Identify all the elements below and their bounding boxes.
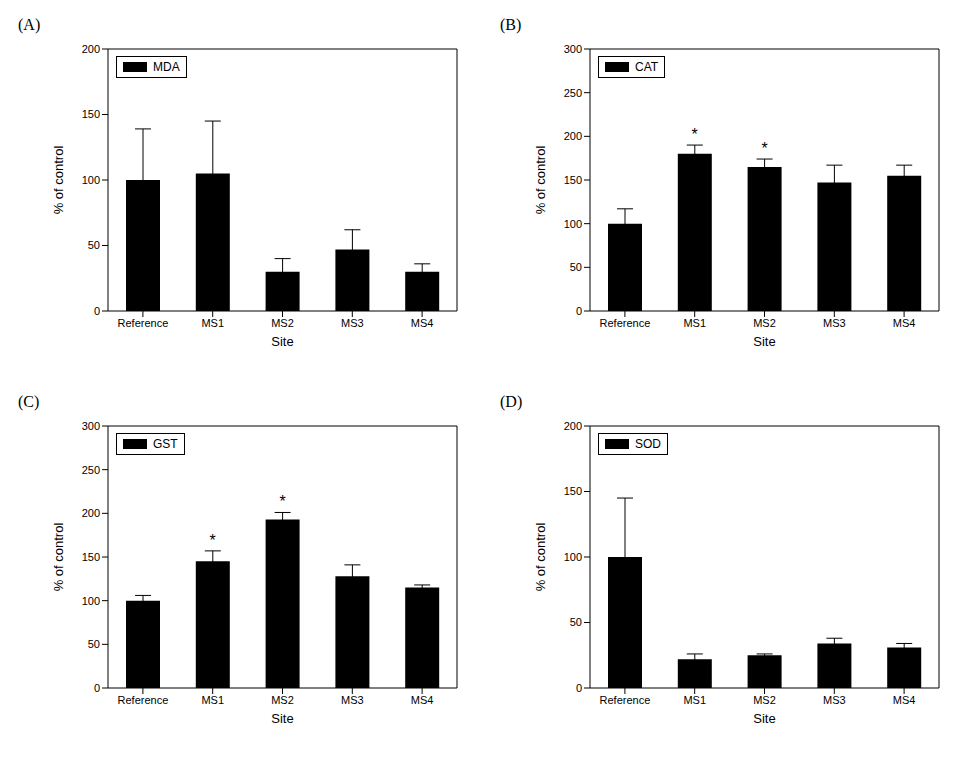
svg-text:150: 150 [564,485,582,497]
svg-text:100: 100 [564,218,582,230]
svg-text:Site: Site [753,334,775,349]
svg-text:100: 100 [564,551,582,563]
html-text:(C): (C) [18,393,40,410]
svg-text:MS1: MS1 [683,694,706,706]
svg-text:150: 150 [82,551,100,563]
svg-text:MS2: MS2 [753,317,776,329]
svg-text:200: 200 [564,130,582,142]
svg-text:*: * [692,126,698,143]
svg-text:MS2: MS2 [271,317,294,329]
html-text:SOD: SOD [635,437,661,451]
svg-text:0: 0 [576,682,582,694]
html-text:CAT: CAT [635,60,659,74]
svg-text:50: 50 [570,261,582,273]
svg-text:MS4: MS4 [893,694,916,706]
svg-text:MS2: MS2 [753,694,776,706]
svg-text:0: 0 [94,305,100,317]
svg-text:MS3: MS3 [341,694,364,706]
html-text:(A): (A) [18,16,41,33]
svg-text:50: 50 [570,616,582,628]
svg-text:Site: Site [753,711,775,726]
svg-text:300: 300 [564,43,582,55]
svg-text:200: 200 [564,420,582,432]
svg-text:Site: Site [271,711,293,726]
svg-text:300: 300 [82,420,100,432]
svg-text:Reference: Reference [118,317,169,329]
svg-text:MS3: MS3 [823,317,846,329]
svg-text:% of control: % of control [51,146,66,215]
svg-text:100: 100 [82,174,100,186]
svg-text:*: * [210,532,216,549]
html-text:(B): (B) [500,16,522,33]
svg-text:Reference: Reference [118,694,169,706]
svg-text:Site: Site [271,334,293,349]
svg-text:*: * [761,140,767,157]
svg-text:0: 0 [94,682,100,694]
svg-text:MS1: MS1 [683,317,706,329]
svg-text:% of control: % of control [533,523,548,592]
svg-text:150: 150 [564,174,582,186]
svg-text:% of control: % of control [51,523,66,592]
svg-text:200: 200 [82,507,100,519]
svg-text:MS4: MS4 [411,317,434,329]
svg-text:MS3: MS3 [823,694,846,706]
html-text:MDA: MDA [153,60,180,74]
svg-text:MS4: MS4 [893,317,916,329]
svg-text:250: 250 [564,87,582,99]
html-text:GST: GST [153,437,178,451]
svg-text:MS3: MS3 [341,317,364,329]
svg-text:MS1: MS1 [201,694,224,706]
svg-text:Reference: Reference [600,694,651,706]
svg-text:50: 50 [88,638,100,650]
svg-text:250: 250 [82,464,100,476]
svg-text:MS2: MS2 [271,694,294,706]
html-text:(D): (D) [500,393,523,410]
svg-text:MS1: MS1 [201,317,224,329]
svg-text:150: 150 [82,108,100,120]
svg-text:0: 0 [576,305,582,317]
svg-text:100: 100 [82,595,100,607]
svg-text:Reference: Reference [600,317,651,329]
svg-text:MS4: MS4 [411,694,434,706]
svg-text:50: 50 [88,239,100,251]
svg-text:200: 200 [82,43,100,55]
svg-text:*: * [279,493,285,510]
svg-text:% of control: % of control [533,146,548,215]
